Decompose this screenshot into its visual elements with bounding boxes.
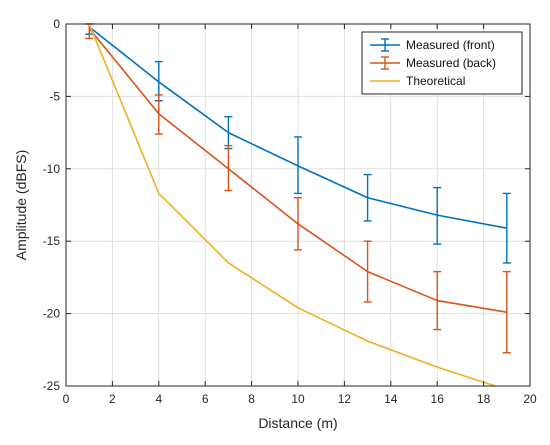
x-tick-label: 14 — [384, 392, 398, 406]
legend-entry-label: Measured (front) — [406, 38, 495, 52]
x-tick-label: 2 — [109, 392, 116, 406]
x-axis-label: Distance (m) — [258, 415, 337, 431]
x-tick-label: 16 — [431, 392, 445, 406]
y-tick-label: -25 — [43, 379, 61, 393]
x-tick-label: 18 — [477, 392, 491, 406]
y-axis-label: Amplitude (dBFS) — [13, 150, 29, 260]
legend: Measured (front) Measured (back) Theoretic… — [362, 32, 522, 94]
x-tick-label: 8 — [248, 392, 255, 406]
x-tick-label: 20 — [523, 392, 537, 406]
x-tick-label: 4 — [155, 392, 162, 406]
x-tick-label: 6 — [202, 392, 209, 406]
legend-entry-label: Measured (back) — [406, 56, 496, 70]
y-tick-label: 0 — [53, 17, 60, 31]
y-tick-label: -15 — [43, 234, 61, 248]
legend-entry-label: Theoretical — [406, 74, 465, 88]
y-tick-label: -5 — [49, 89, 60, 103]
x-tick-label: 12 — [338, 392, 352, 406]
x-tick-label: 0 — [63, 392, 70, 406]
y-tick-label: -10 — [43, 162, 61, 176]
y-tick-label: -20 — [43, 307, 61, 321]
x-tick-label: 10 — [291, 392, 305, 406]
